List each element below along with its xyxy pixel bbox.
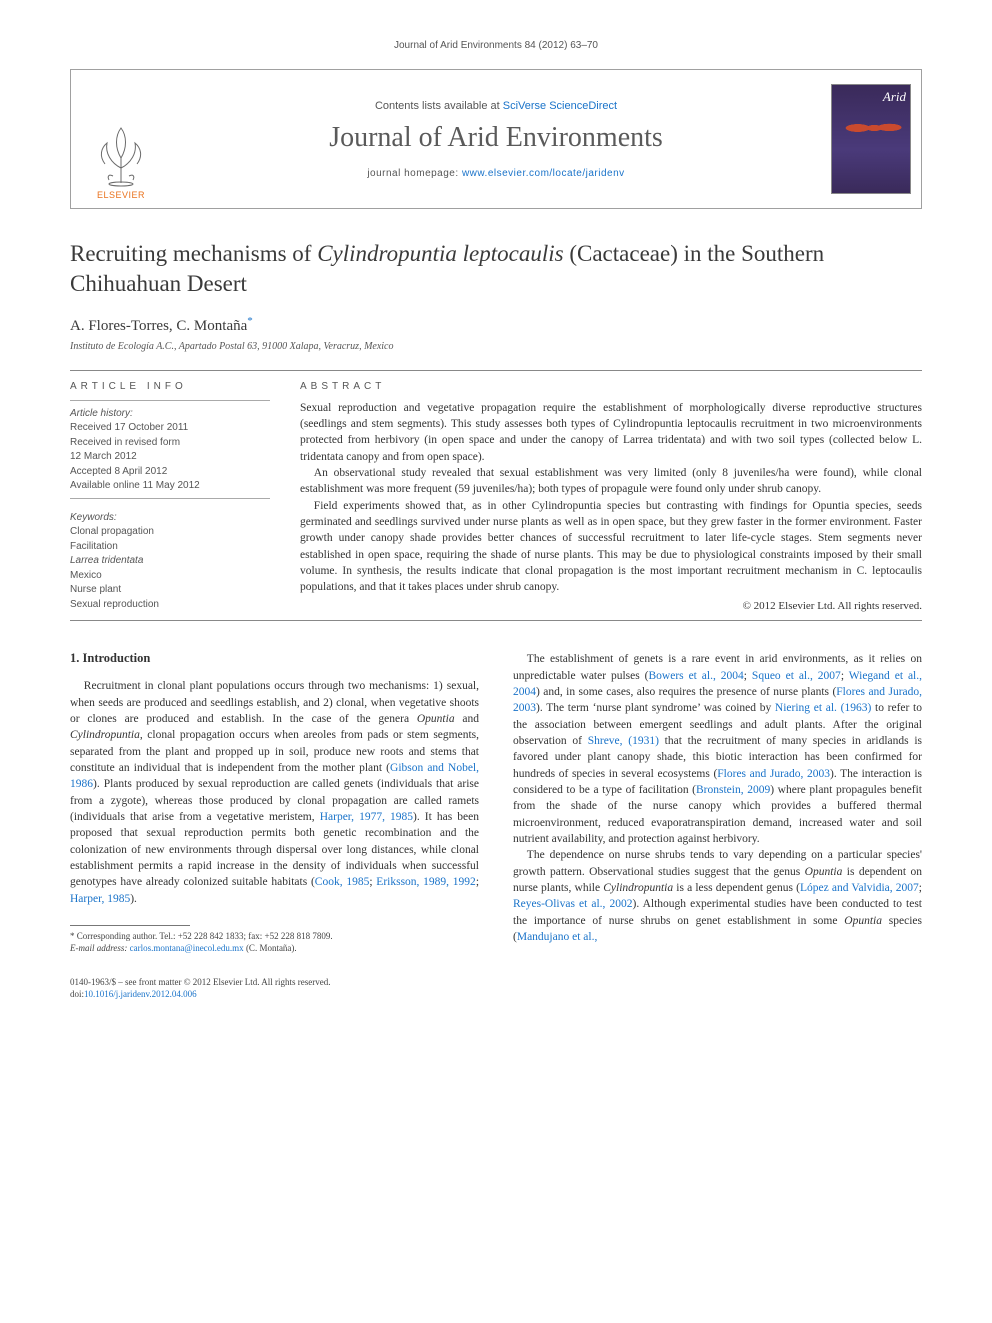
tel: +52 228 842 1833 bbox=[178, 931, 244, 941]
keyword: Facilitation bbox=[70, 540, 270, 555]
t: . bbox=[330, 931, 332, 941]
authors: A. Flores-Torres, C. Montaña* bbox=[70, 315, 922, 335]
issn-doi-block: 0140-1963/$ – see front matter © 2012 El… bbox=[70, 976, 479, 1000]
keywords-label: Keywords: bbox=[70, 511, 270, 526]
contents-available-line: Contents lists available at SciVerse Sci… bbox=[171, 100, 821, 112]
t: ; fax: bbox=[244, 931, 265, 941]
citation-link[interactable]: Squeo et al., 2007 bbox=[752, 670, 841, 682]
t: and bbox=[455, 713, 479, 725]
cover-thumb-block: Arid bbox=[821, 70, 921, 208]
citation-link[interactable]: Mandujano et al., bbox=[517, 931, 597, 943]
intro-p3: The dependence on nurse shrubs tends to … bbox=[513, 847, 922, 945]
abstract-p2: An observational study revealed that sex… bbox=[300, 465, 922, 498]
history-line: Received 17 October 2011 bbox=[70, 421, 270, 436]
footnote-line-2: E-mail address: carlos.montana@inecol.ed… bbox=[70, 942, 479, 954]
publisher-block: ELSEVIER bbox=[71, 70, 171, 208]
title-species: Cylindropuntia leptocaulis bbox=[317, 241, 563, 266]
title-pre: Recruiting mechanisms of bbox=[70, 241, 317, 266]
footnote-line-1: * Corresponding author. Tel.: +52 228 84… bbox=[70, 930, 479, 942]
history-line: Available online 11 May 2012 bbox=[70, 479, 270, 494]
t: ). bbox=[130, 893, 137, 905]
keyword: Sexual reproduction bbox=[70, 598, 270, 613]
citation-link[interactable]: Harper, 1985 bbox=[70, 893, 130, 905]
homepage-prefix: journal homepage: bbox=[367, 168, 462, 179]
contents-prefix: Contents lists available at bbox=[375, 100, 503, 112]
intro-p2: The establishment of genets is a rare ev… bbox=[513, 651, 922, 847]
history-line: Received in revised form bbox=[70, 436, 270, 451]
t: ; bbox=[919, 882, 922, 894]
citation-link[interactable]: Niering et al. (1963) bbox=[775, 702, 871, 714]
affiliation: Instituto de Ecología A.C., Apartado Pos… bbox=[70, 341, 922, 352]
t: ; bbox=[476, 876, 479, 888]
keyword: Larrea tridentata bbox=[70, 554, 270, 569]
running-head: Journal of Arid Environments 84 (2012) 6… bbox=[70, 40, 922, 51]
journal-cover-thumbnail: Arid bbox=[831, 84, 911, 194]
t: ; bbox=[841, 670, 849, 682]
fax: +52 228 818 7809 bbox=[265, 931, 331, 941]
citation-link[interactable]: Harper, 1977, 1985 bbox=[320, 811, 413, 823]
divider-rule bbox=[70, 370, 922, 371]
info-rule bbox=[70, 498, 270, 499]
author-names: A. Flores-Torres, C. Montaña bbox=[70, 318, 247, 334]
abstract-heading: ABSTRACT bbox=[300, 381, 922, 392]
sciencedirect-link[interactable]: SciVerse ScienceDirect bbox=[503, 100, 617, 112]
genus: Cylindropuntia bbox=[70, 729, 140, 741]
email-label: E-mail address: bbox=[70, 943, 130, 953]
journal-homepage-link[interactable]: www.elsevier.com/locate/jaridenv bbox=[462, 168, 625, 179]
t: * Corresponding author. Tel.: bbox=[70, 931, 178, 941]
abstract-p1: Sexual reproduction and vegetative propa… bbox=[300, 400, 922, 465]
body-column-1: Recruitment in clonal plant populations … bbox=[70, 678, 479, 907]
issn-line: 0140-1963/$ – see front matter © 2012 El… bbox=[70, 976, 479, 988]
abstract-copyright: © 2012 Elsevier Ltd. All rights reserved… bbox=[300, 600, 922, 612]
body-column-2: The establishment of genets is a rare ev… bbox=[513, 651, 922, 945]
t: is a less dependent genus ( bbox=[673, 882, 800, 894]
footnote-rule bbox=[70, 925, 190, 926]
divider-rule bbox=[70, 620, 922, 621]
t: ; bbox=[744, 670, 752, 682]
intro-p1: Recruitment in clonal plant populations … bbox=[70, 678, 479, 907]
email-link[interactable]: carlos.montana@inecol.edu.mx bbox=[130, 943, 244, 953]
journal-homepage-line: journal homepage: www.elsevier.com/locat… bbox=[171, 168, 821, 179]
citation-link[interactable]: López and Valvidia, 2007 bbox=[800, 882, 919, 894]
t: (C. Montaña). bbox=[244, 943, 297, 953]
elsevier-tree-icon bbox=[91, 118, 151, 188]
doi-link[interactable]: 10.1016/j.jaridenv.2012.04.006 bbox=[84, 989, 197, 999]
cover-title: Arid bbox=[883, 89, 906, 105]
citation-link[interactable]: Bronstein, 2009 bbox=[696, 784, 770, 796]
citation-link[interactable]: Cook, 1985 bbox=[315, 876, 370, 888]
citation-link[interactable]: Eriksson, 1989, 1992 bbox=[376, 876, 476, 888]
keyword: Clonal propagation bbox=[70, 525, 270, 540]
journal-masthead: ELSEVIER Contents lists available at Sci… bbox=[70, 69, 922, 209]
info-rule bbox=[70, 400, 270, 401]
article-history: Article history: Received 17 October 201… bbox=[70, 407, 270, 494]
citation-link[interactable]: Bowers et al., 2004 bbox=[649, 670, 744, 682]
t: ). The term ‘nurse plant syndrome’ was c… bbox=[536, 702, 775, 714]
citation-link[interactable]: Shreve, (1931) bbox=[588, 735, 659, 747]
genus: Opuntia bbox=[417, 713, 455, 725]
doi-label: doi: bbox=[70, 989, 84, 999]
abstract-text: Sexual reproduction and vegetative propa… bbox=[300, 400, 922, 596]
keyword: Nurse plant bbox=[70, 583, 270, 598]
corresponding-marker: * bbox=[247, 315, 253, 327]
section-heading-intro: 1. Introduction bbox=[70, 651, 479, 666]
journal-name: Journal of Arid Environments bbox=[171, 122, 821, 154]
keyword: Mexico bbox=[70, 569, 270, 584]
history-label: Article history: bbox=[70, 407, 270, 422]
doi-line: doi:10.1016/j.jaridenv.2012.04.006 bbox=[70, 988, 479, 1000]
genus: Opuntia bbox=[805, 866, 843, 878]
publisher-label: ELSEVIER bbox=[97, 190, 145, 200]
abstract-p3: Field experiments showed that, as in oth… bbox=[300, 498, 922, 596]
citation-link[interactable]: Flores and Jurado, 2003 bbox=[717, 768, 830, 780]
article-title: Recruiting mechanisms of Cylindropuntia … bbox=[70, 239, 922, 299]
genus: Opuntia bbox=[844, 915, 882, 927]
citation-link[interactable]: Reyes-Olivas et al., 2002 bbox=[513, 898, 632, 910]
t: ) and, in some cases, also requires the … bbox=[536, 686, 836, 698]
history-line: 12 March 2012 bbox=[70, 450, 270, 465]
article-info-heading: ARTICLE INFO bbox=[70, 381, 270, 392]
genus: Cylindropuntia bbox=[603, 882, 673, 894]
cover-map-graphic bbox=[838, 113, 904, 143]
keywords-block: Keywords: Clonal propagation Facilitatio… bbox=[70, 511, 270, 613]
corresponding-author-footnote: * Corresponding author. Tel.: +52 228 84… bbox=[70, 930, 479, 954]
history-line: Accepted 8 April 2012 bbox=[70, 465, 270, 480]
